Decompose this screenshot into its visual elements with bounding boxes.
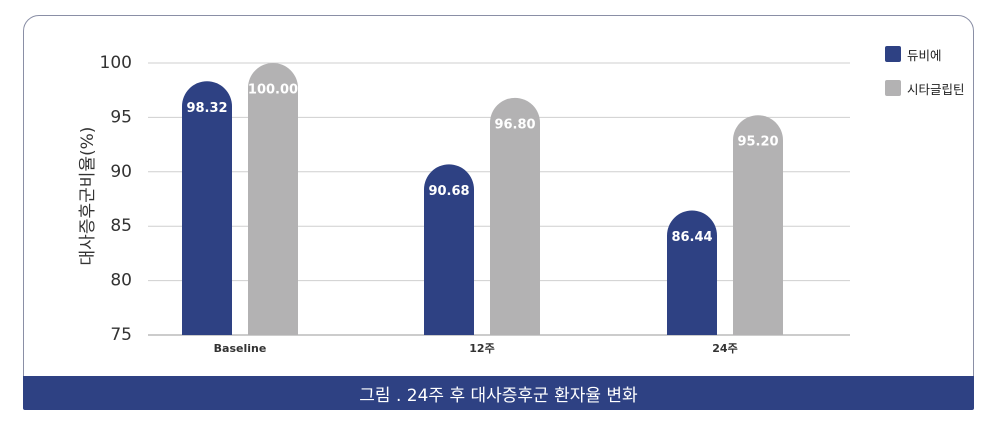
data-labels: 98.32 90.68 86.44 100.00 96.80 95.20 [186, 83, 778, 246]
legend: 듀비에 시타글립틴 [885, 46, 965, 114]
legend-label-dubie: 듀비에 [907, 47, 942, 63]
data-label: 90.68 [428, 184, 469, 199]
legend-swatch-dubie [885, 46, 901, 62]
x-tick-label: 24주 [712, 342, 737, 355]
y-axis-label: 대사증후군비율(%) [78, 127, 98, 266]
legend-label-sitagliptin: 시타글립틴 [907, 81, 965, 97]
y-tick-label: 75 [110, 325, 132, 345]
figure-caption: 그림 . 24주 후 대사증후군 환자율 변화 [23, 376, 974, 410]
y-tick-label: 90 [110, 162, 132, 182]
bar-sitagliptin-1 [490, 97, 540, 335]
x-tick-label: Baseline [214, 342, 267, 355]
data-label: 100.00 [248, 83, 298, 98]
data-label: 96.80 [494, 117, 535, 132]
y-tick-label: 85 [110, 216, 132, 236]
bar-sitagliptin-0 [248, 63, 298, 335]
y-tick-label: 100 [100, 53, 132, 73]
data-label: 98.32 [186, 101, 227, 116]
x-tick-labels: Baseline 12주 24주 [214, 342, 738, 355]
bar-dubie-0 [182, 81, 232, 335]
y-tick-labels: 75 80 85 90 95 100 [100, 53, 132, 345]
bar-dubie-1 [424, 164, 474, 335]
bar-dubie-2 [667, 210, 717, 335]
legend-swatch-sitagliptin [885, 80, 901, 96]
legend-item-sitagliptin: 시타글립틴 [885, 80, 965, 97]
y-tick-label: 95 [110, 107, 132, 127]
data-label: 86.44 [671, 230, 712, 245]
x-tick-label: 12주 [469, 342, 494, 355]
bar-sitagliptin-2 [733, 115, 783, 335]
legend-item-dubie: 듀비에 [885, 46, 965, 63]
bars [182, 63, 783, 335]
data-label: 95.20 [737, 135, 778, 150]
y-tick-label: 80 [110, 271, 132, 291]
